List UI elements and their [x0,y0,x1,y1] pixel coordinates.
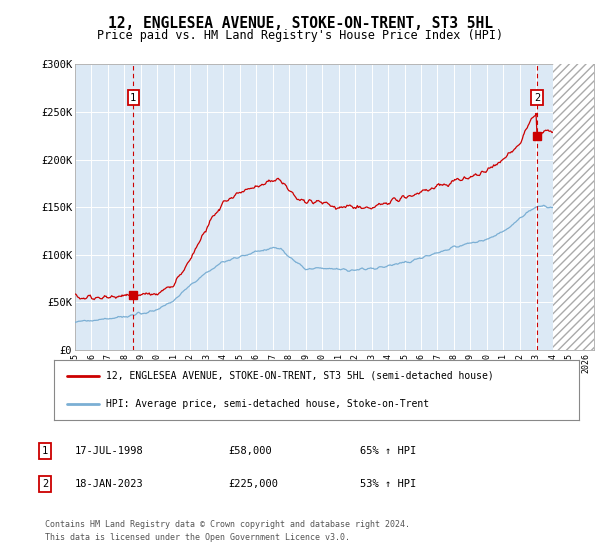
Text: HPI: Average price, semi-detached house, Stoke-on-Trent: HPI: Average price, semi-detached house,… [107,399,430,409]
Text: 2: 2 [42,479,48,489]
Text: 1: 1 [130,93,136,102]
Text: 1: 1 [42,446,48,456]
Text: 2: 2 [534,93,540,102]
Text: £225,000: £225,000 [228,479,278,489]
Text: 65% ↑ HPI: 65% ↑ HPI [360,446,416,456]
Text: This data is licensed under the Open Government Licence v3.0.: This data is licensed under the Open Gov… [45,533,350,542]
Text: 12, ENGLESEA AVENUE, STOKE-ON-TRENT, ST3 5HL (semi-detached house): 12, ENGLESEA AVENUE, STOKE-ON-TRENT, ST3… [107,371,494,381]
Text: 17-JUL-1998: 17-JUL-1998 [75,446,144,456]
Text: 12, ENGLESEA AVENUE, STOKE-ON-TRENT, ST3 5HL: 12, ENGLESEA AVENUE, STOKE-ON-TRENT, ST3… [107,16,493,31]
Bar [553,64,594,350]
Text: 18-JAN-2023: 18-JAN-2023 [75,479,144,489]
Text: Contains HM Land Registry data © Crown copyright and database right 2024.: Contains HM Land Registry data © Crown c… [45,520,410,529]
Text: £58,000: £58,000 [228,446,272,456]
Text: 53% ↑ HPI: 53% ↑ HPI [360,479,416,489]
Text: Price paid vs. HM Land Registry's House Price Index (HPI): Price paid vs. HM Land Registry's House … [97,29,503,42]
